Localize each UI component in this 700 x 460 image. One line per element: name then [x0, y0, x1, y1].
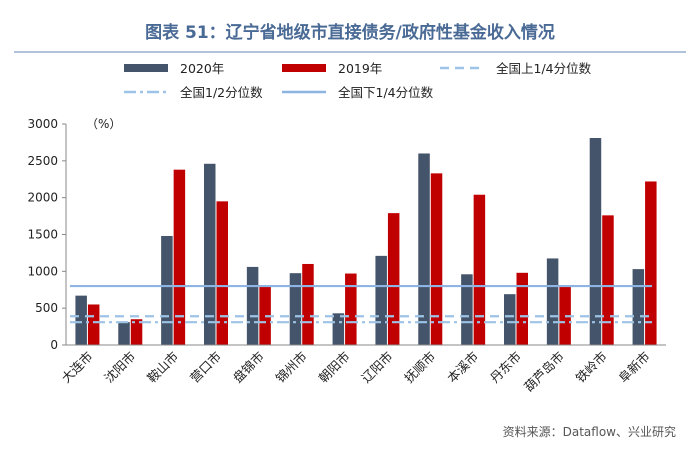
bar-2019-大连市: [87, 304, 100, 345]
y-tick-label: 3000: [27, 117, 58, 131]
bar-2020-抚顺市: [418, 153, 430, 345]
legend-swatch: [124, 64, 168, 72]
y-axis: 0 500 1000 1500 2000 2500 3000: [27, 117, 67, 352]
bar-2019-铁岭市: [602, 215, 614, 345]
bar-2020-盘锦市: [246, 266, 259, 345]
y-unit-label: （%）: [86, 117, 121, 131]
y-tick-label: 2500: [27, 154, 58, 168]
x-tick-label: 鞍山市: [144, 349, 181, 386]
bar-2020-朝阳市: [332, 313, 345, 345]
x-tick-label: 本溪市: [444, 349, 481, 386]
x-tick-label: 葫芦岛市: [521, 349, 567, 395]
bar-2020-本溪市: [461, 274, 473, 345]
source-note: 资料来源：Dataflow、兴业研究: [503, 424, 676, 439]
bar-2020-沈阳市: [118, 322, 130, 345]
bar-2019-锦州市: [302, 263, 314, 345]
bar-2020-鞍山市: [161, 235, 173, 345]
x-tick-label: 大连市: [58, 349, 95, 386]
x-tick-label: 抚顺市: [401, 349, 438, 386]
bar-2019-本溪市: [473, 194, 486, 345]
y-tick-label: 0: [50, 338, 58, 352]
chart-title: 图表 51：辽宁省地级市直接债务/政府性基金收入情况: [145, 22, 555, 43]
bar-2020-大连市: [75, 295, 87, 345]
x-tick-label: 阜新市: [616, 349, 653, 386]
y-tick-label: 500: [35, 301, 58, 315]
reference-lines: [70, 284, 652, 324]
bar-2020-阜新市: [632, 269, 645, 345]
bar-2020-辽阳市: [375, 255, 387, 345]
x-tick-label: 盘锦市: [230, 349, 267, 386]
y-tick-label: 1000: [27, 264, 58, 278]
bar-2020-铁岭市: [589, 137, 602, 345]
legend-label: 全国上1/4分位数: [496, 61, 592, 76]
legend-label: 全国1/2分位数: [180, 85, 263, 100]
x-tick-label: 锦州市: [273, 349, 310, 386]
bar-2020-营口市: [204, 163, 216, 345]
x-tick-label: 铁岭市: [573, 349, 610, 386]
y-tick-label: 1500: [27, 228, 58, 242]
bar-2019-朝阳市: [345, 273, 357, 345]
bar-2019-抚顺市: [430, 173, 443, 345]
bar-2019-营口市: [216, 201, 228, 345]
legend-label: 全国下1/4分位数: [338, 85, 434, 100]
y-tick-label: 2000: [27, 191, 58, 205]
x-tick-label: 辽阳市: [358, 349, 395, 386]
legend-label: 2019年: [338, 61, 382, 76]
bars: [75, 137, 657, 345]
x-tick-label: 丹东市: [487, 349, 524, 386]
bar-2019-沈阳市: [130, 319, 143, 345]
bar-2020-丹东市: [504, 294, 516, 345]
x-tick-label: 沈阳市: [101, 349, 138, 386]
legend-swatch: [282, 64, 326, 72]
bar-2019-辽阳市: [387, 213, 400, 345]
bar-2019-丹东市: [516, 272, 528, 345]
bar-2020-葫芦岛市: [546, 258, 559, 345]
x-tick-label: 朝阳市: [316, 349, 353, 386]
x-tick-label: 营口市: [187, 349, 224, 386]
bar-2020-锦州市: [289, 273, 302, 345]
bar-2019-鞍山市: [173, 169, 186, 345]
legend-label: 2020年: [180, 61, 224, 76]
bar-2019-阜新市: [645, 181, 657, 345]
